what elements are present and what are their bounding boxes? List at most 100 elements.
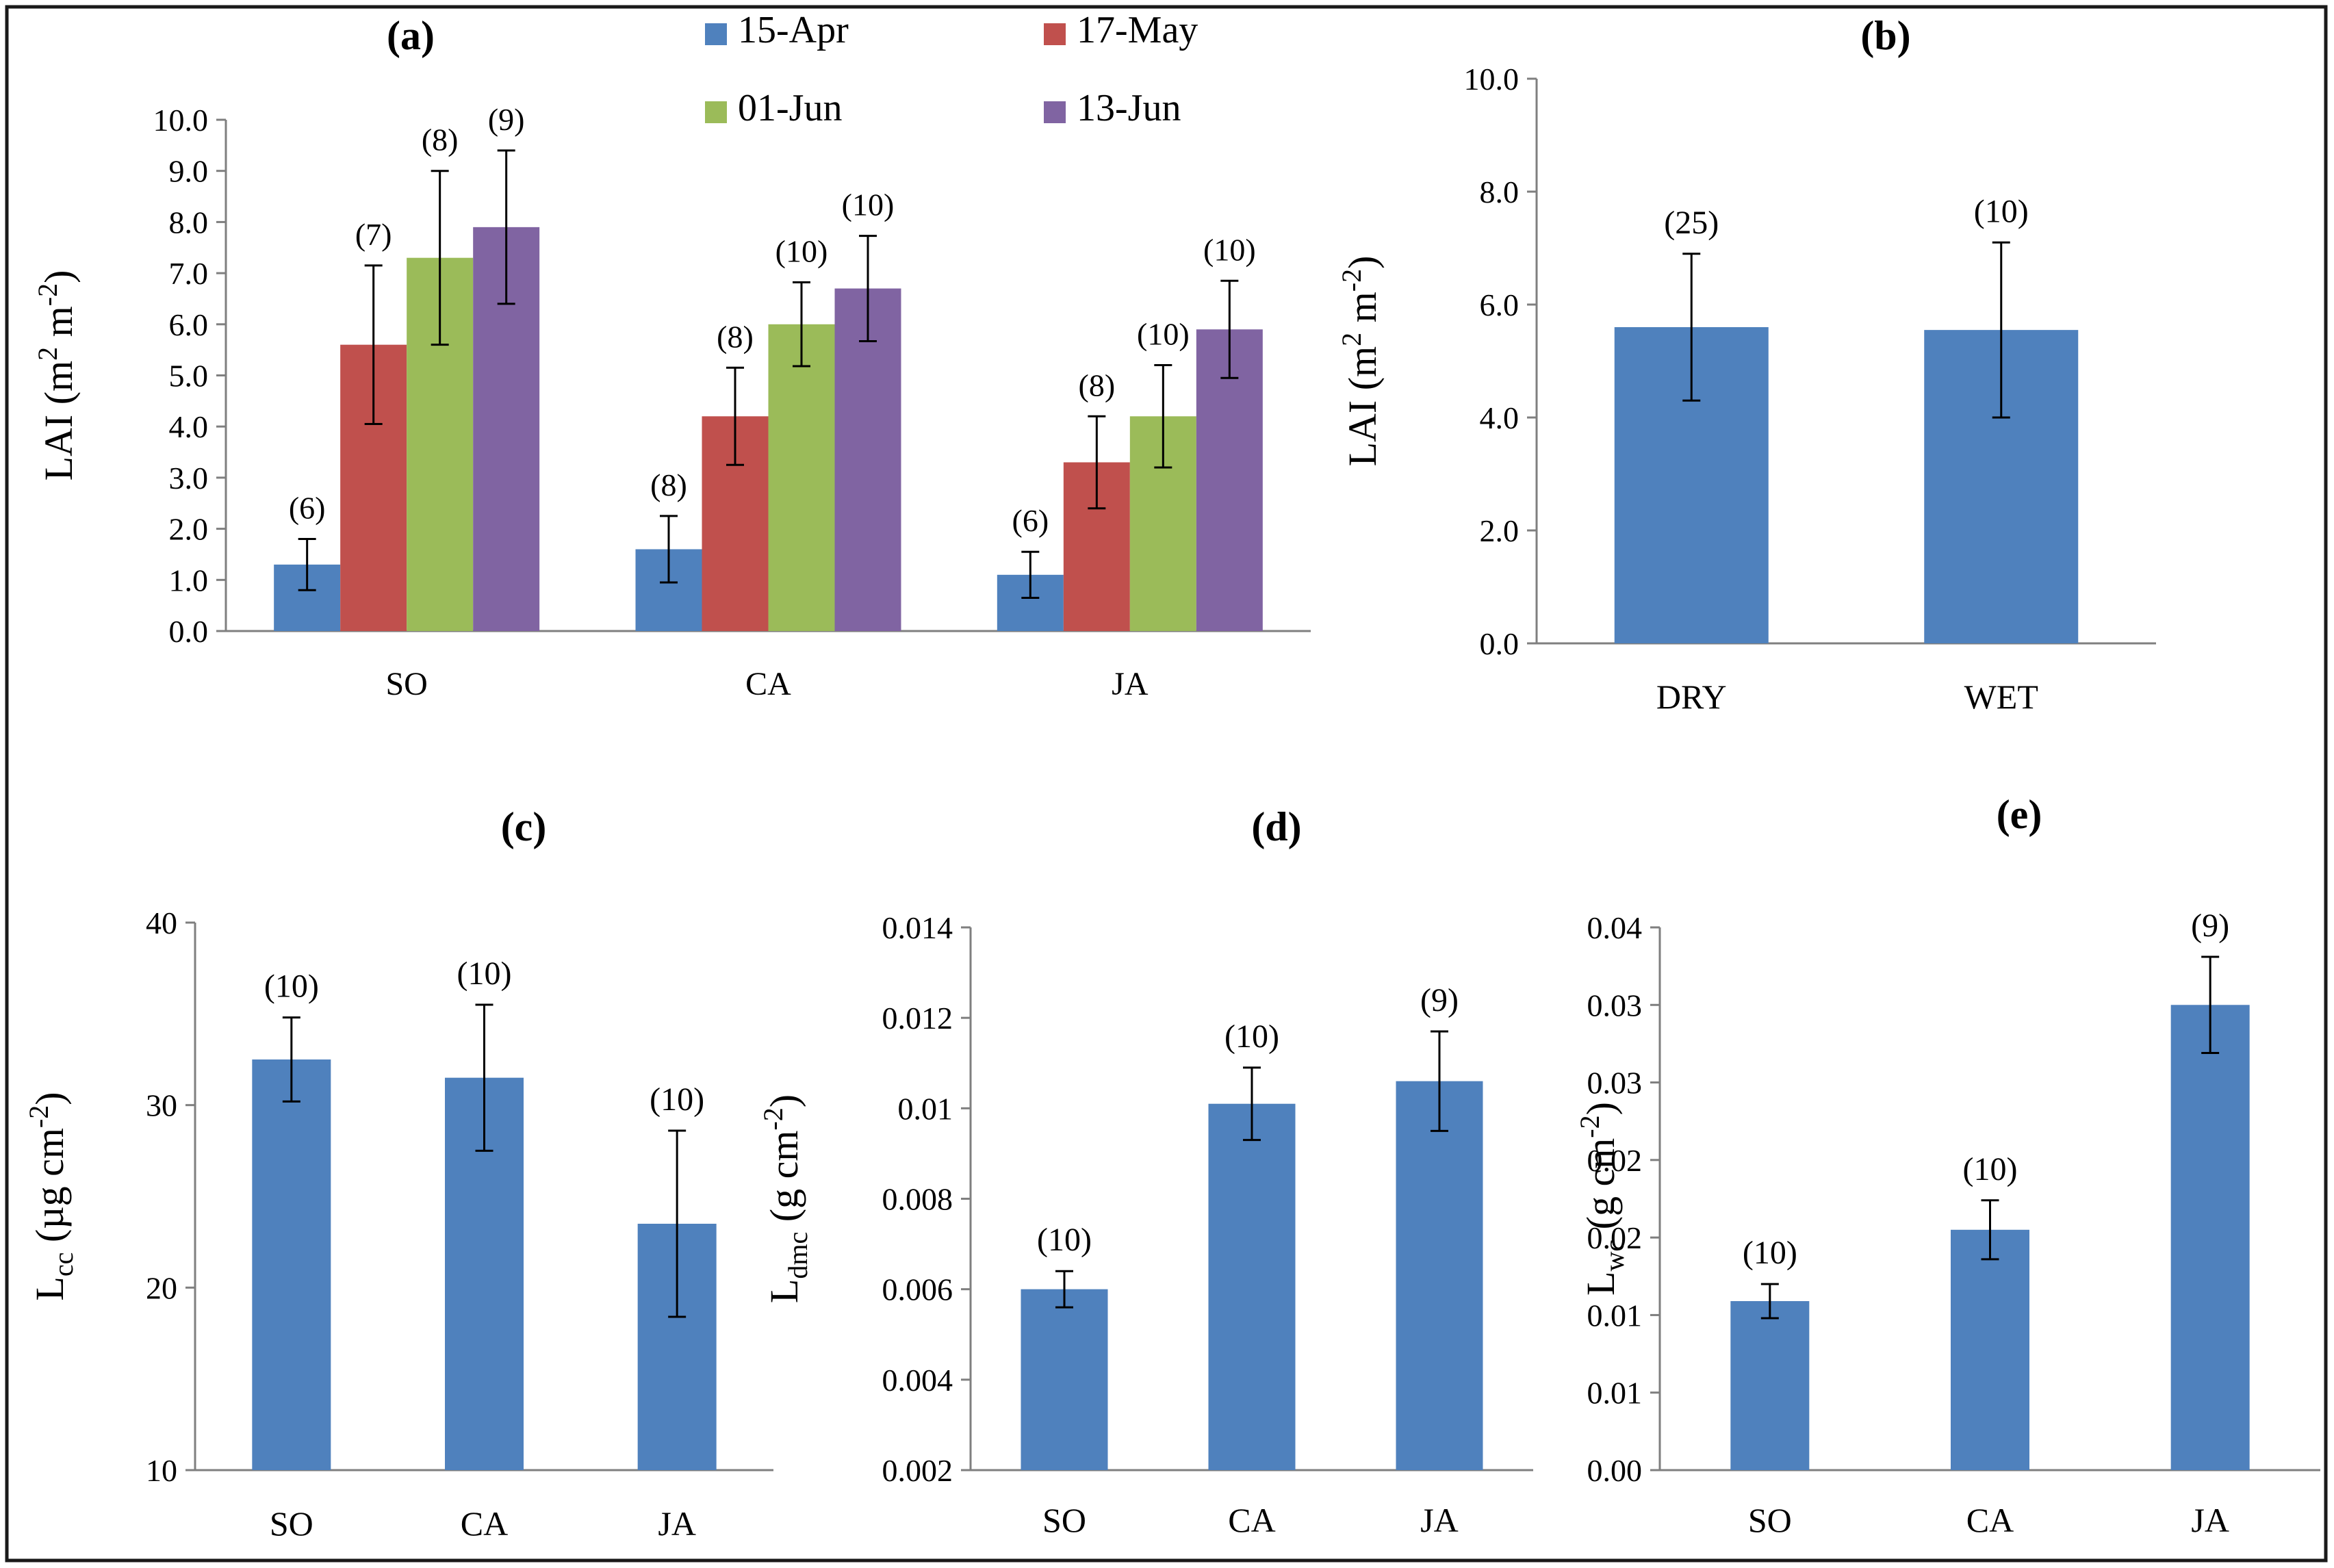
y-tick-label: 0.0	[169, 614, 209, 649]
y-tick-label: 0.02	[1587, 1220, 1643, 1255]
y-tick-label: 7.0	[169, 256, 209, 291]
y-label-sup: -2	[1336, 269, 1367, 292]
y-label-end: )	[27, 1092, 72, 1105]
legend-swatch	[705, 23, 727, 45]
sample-size-label: (7)	[355, 217, 392, 252]
y-label-sup: -2	[32, 283, 63, 306]
legend-label: 01-Jun	[738, 87, 842, 129]
y-tick-label: 10.0	[153, 103, 209, 138]
y-label-unit: (g cm	[762, 1131, 806, 1232]
y-label-unit: m	[1340, 292, 1385, 333]
y-label-end: )	[1578, 1102, 1623, 1115]
sample-size-label: (8)	[717, 319, 754, 354]
y-tick-label: 4.0	[169, 409, 209, 444]
panel-d-title: (d)	[1251, 804, 1301, 849]
x-category-label: JA	[2191, 1501, 2229, 1539]
y-tick-label: 6.0	[1480, 287, 1519, 322]
y-tick-label: 0.00	[1587, 1453, 1643, 1488]
y-label-base: L	[1578, 1272, 1623, 1296]
x-category-label: CA	[1966, 1501, 2014, 1539]
y-tick-label: 0.01	[898, 1091, 953, 1126]
y-tick-label: 9.0	[169, 154, 209, 189]
panel-e-y-label: Lwc (g cm-2)	[1574, 1102, 1630, 1296]
x-category-label: CA	[461, 1504, 508, 1543]
y-tick-label: 0.002	[882, 1453, 953, 1488]
sample-size-label: (10)	[1974, 193, 2029, 229]
sample-size-label: (10)	[264, 968, 319, 1005]
y-tick-label: 40	[146, 905, 177, 940]
y-tick-label: 0.006	[882, 1272, 953, 1307]
x-category-label: WET	[1964, 678, 2038, 716]
sample-size-label: (10)	[1963, 1151, 2018, 1187]
y-label-sub: wc	[1599, 1239, 1630, 1272]
bar	[1396, 1081, 1483, 1470]
y-tick-label: 4.0	[1480, 400, 1519, 435]
y-label-sub: cc	[48, 1252, 79, 1277]
y-tick-label: 0.02	[1587, 1143, 1643, 1178]
legend-swatch	[1044, 23, 1066, 45]
y-tick-label: 0.004	[882, 1363, 953, 1398]
y-tick-label: 8.0	[169, 205, 209, 240]
y-tick-label: 2.0	[1480, 513, 1519, 548]
sample-size-label: (8)	[650, 467, 687, 502]
y-label-sup: -2	[1574, 1115, 1605, 1138]
sample-size-label: (6)	[1012, 503, 1049, 538]
bar	[1951, 1229, 2029, 1470]
panels-layer: (a) 0.0 1.0 2.0 3.0 4.0 5.0 6.0 7.0 8.0 9.0 10.0 LAI…	[23, 9, 2320, 1543]
panel-c-title: (c)	[501, 804, 547, 849]
panel-b-title: (b)	[1860, 13, 1910, 58]
legend-label: 13-Jun	[1077, 87, 1181, 129]
y-tick-label: 0.04	[1587, 910, 1643, 945]
bar	[252, 1059, 331, 1470]
x-category-label: SO	[270, 1504, 313, 1543]
y-tick-label: 0.03	[1587, 1066, 1643, 1101]
legend-label: 17-May	[1077, 9, 1198, 51]
x-category-label: JA	[658, 1504, 696, 1543]
bar	[1730, 1301, 1810, 1470]
y-tick-label: 0.012	[882, 1001, 953, 1036]
figure-frame	[5, 5, 2328, 1563]
y-tick-label: 1.0	[169, 563, 209, 597]
bar	[1021, 1289, 1108, 1470]
y-tick-label: 10	[146, 1453, 177, 1488]
y-tick-label: 0.01	[1587, 1298, 1643, 1333]
sample-size-label: (10)	[1743, 1235, 1797, 1271]
sample-size-label: (10)	[1224, 1018, 1279, 1055]
x-category-label: JA	[1420, 1501, 1459, 1539]
sample-size-label: (9)	[488, 102, 525, 137]
panel-b-y-label: LAI (m2 m-2)	[1336, 256, 1385, 467]
sample-size-label: (10)	[775, 234, 828, 269]
y-tick-label: 10.0	[1464, 62, 1519, 97]
sample-size-label: (25)	[1664, 205, 1719, 241]
x-category-label: DRY	[1656, 678, 1727, 716]
bar	[1196, 329, 1263, 631]
panel-a-title: (a)	[387, 13, 435, 58]
sample-size-label: (8)	[422, 123, 459, 157]
legend-swatch	[705, 101, 727, 123]
y-tick-label: 8.0	[1480, 175, 1519, 209]
y-label-sup: 2	[1336, 333, 1367, 346]
y-label-sup: -2	[758, 1107, 788, 1130]
y-tick-label: 0.014	[882, 910, 953, 945]
x-category-label: CA	[1228, 1501, 1275, 1539]
y-label-base: L	[762, 1279, 806, 1303]
sample-size-label: (10)	[1137, 317, 1190, 352]
sample-size-label: (6)	[289, 491, 326, 526]
y-label-end: )	[36, 270, 81, 283]
x-category-label: SO	[1748, 1501, 1792, 1539]
x-category-label: SO	[1042, 1501, 1086, 1539]
legend-label: 15-Apr	[738, 9, 849, 51]
y-tick-label: 0.01	[1587, 1376, 1643, 1411]
sample-size-label: (10)	[1037, 1222, 1092, 1258]
sample-size-label: (10)	[1203, 232, 1256, 267]
y-tick-label: 0.0	[1480, 626, 1519, 661]
bar	[1208, 1103, 1296, 1470]
panel-e-title: (e)	[1997, 792, 2042, 837]
bar	[768, 324, 835, 631]
sample-size-label: (9)	[2191, 908, 2229, 944]
sample-size-label: (9)	[1420, 982, 1459, 1018]
y-label-base: LAI (m	[1340, 346, 1385, 467]
panel-a-y-label: LAI (m2 m-2)	[32, 270, 81, 481]
y-label-sup: 2	[32, 347, 63, 361]
